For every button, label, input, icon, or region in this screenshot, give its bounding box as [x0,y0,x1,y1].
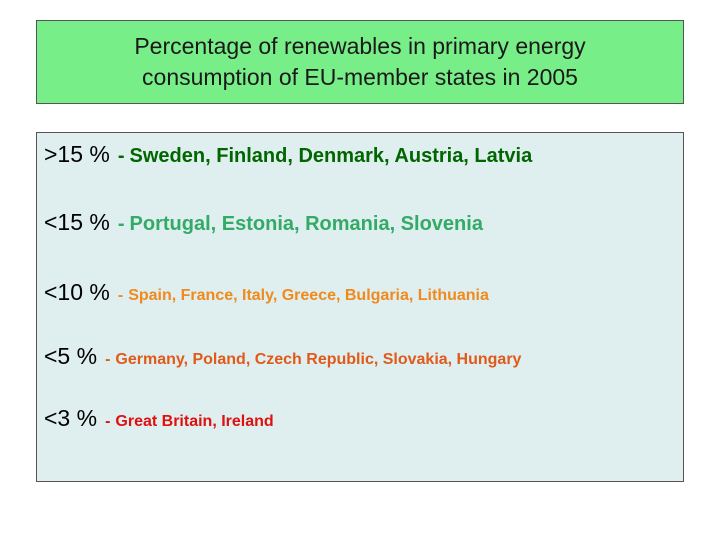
country-list: Great Britain, Ireland [115,413,274,430]
separator: - [117,287,124,304]
separator: - [105,413,111,430]
title-line-2: consumption of EU-member states in 2005 [142,64,578,90]
country-list: Germany, Poland, Czech Republic, Slovaki… [115,351,522,368]
separator: - [117,213,125,235]
list-item: <15 % - Portugal, Estonia, Romania, Slov… [44,209,483,236]
list-item: >15 % - Sweden, Finland, Denmark, Austri… [44,141,532,168]
content-box: >15 % - Sweden, Finland, Denmark, Austri… [36,132,684,482]
title-box: Percentage of renewables in primary ener… [36,20,684,104]
list-item: <10 % - Spain, France, Italy, Greece, Bu… [44,279,489,306]
country-list: Sweden, Finland, Denmark, Austria, Latvi… [129,145,533,167]
range-label: <3 % [44,405,98,431]
list-item: <3 % - Great Britain, Ireland [44,405,274,432]
country-list: Spain, France, Italy, Greece, Bulgaria, … [128,287,489,304]
list-item: <5 % - Germany, Poland, Czech Republic, … [44,343,521,370]
range-label: <5 % [44,343,98,369]
range-label: >15 % [44,141,110,167]
separator: - [117,145,125,167]
separator: - [105,351,111,368]
country-list: Portugal, Estonia, Romania, Slovenia [129,213,483,235]
range-label: <15 % [44,209,110,235]
range-label: <10 % [44,279,110,305]
title-line-1: Percentage of renewables in primary ener… [134,33,586,59]
